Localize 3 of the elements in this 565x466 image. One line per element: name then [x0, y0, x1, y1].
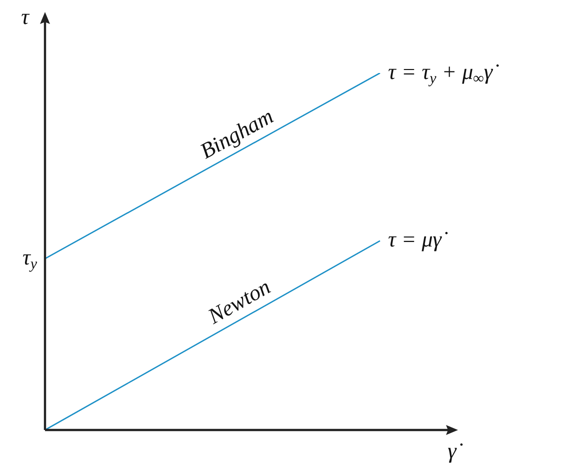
x-axis-title: γ̇ — [448, 438, 464, 463]
y-axis-title: τ — [21, 4, 30, 29]
annotation: τ = μγ̇ — [388, 226, 448, 252]
